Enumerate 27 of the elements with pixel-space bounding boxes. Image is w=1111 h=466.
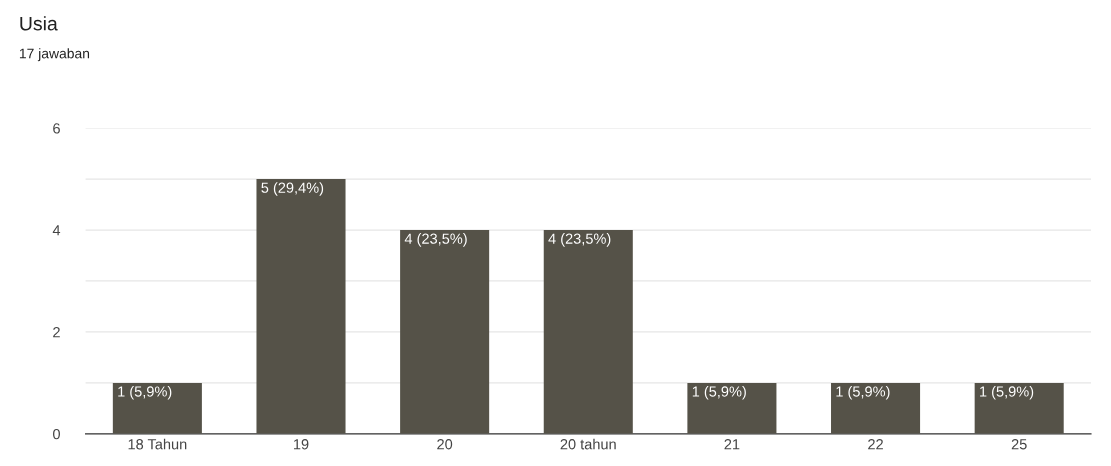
- data-label: 1 (5,9%): [980, 385, 1034, 400]
- bar: [687, 382, 777, 434]
- data-label: 1 (5,9%): [118, 385, 172, 400]
- bar: [256, 179, 346, 434]
- y-tick-label: 0: [53, 428, 60, 440]
- y-tick-label: 2: [53, 327, 60, 338]
- bar: [831, 382, 921, 434]
- data-label: 1 (5,9%): [836, 385, 890, 400]
- x-tick-label: 20: [437, 439, 453, 450]
- x-tick-label: 22: [868, 439, 883, 450]
- y-tick-label: 4: [52, 225, 61, 236]
- bar: [112, 382, 202, 434]
- x-tick-label: 19: [294, 439, 309, 450]
- bar: [974, 382, 1064, 434]
- bar: [400, 230, 490, 434]
- x-tick-label: 20 tahun: [560, 438, 616, 450]
- data-label: 4 (23,5%): [548, 233, 611, 247]
- data-label: 4 (23,5%): [404, 233, 467, 247]
- y-tick-label: 6: [53, 123, 60, 134]
- data-label: 1 (5,9%): [692, 385, 746, 400]
- data-label: 5 (29,4%): [261, 182, 324, 196]
- chart-title: Usia: [20, 16, 58, 31]
- bar: [543, 230, 633, 434]
- x-tick-label: 18 Tahun: [128, 438, 187, 450]
- x-tick-label: 25: [1011, 439, 1027, 450]
- x-tick-label: 21: [724, 439, 740, 450]
- chart-subtitle: 17 jawaban: [19, 48, 90, 62]
